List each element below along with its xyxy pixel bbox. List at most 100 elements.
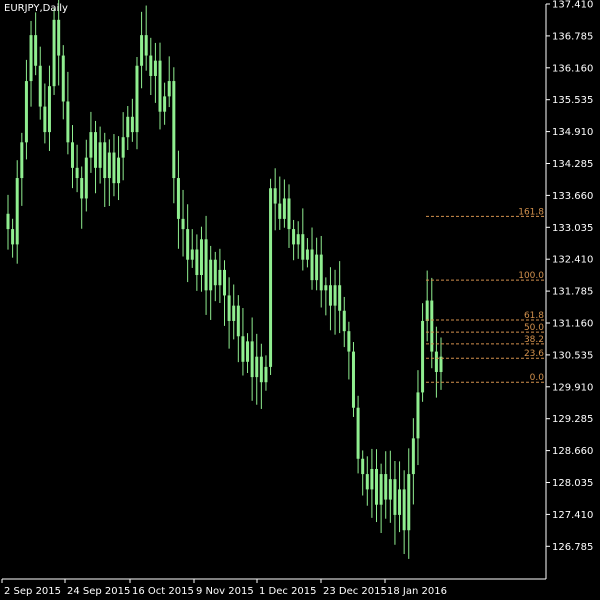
y-tick-label: 136.160 xyxy=(552,63,593,74)
candle xyxy=(388,450,392,523)
fib-level-label: 23.6 xyxy=(524,349,544,359)
y-tick-label: 133.035 xyxy=(552,223,593,234)
candle xyxy=(103,132,107,207)
candle xyxy=(66,71,70,155)
candle xyxy=(379,463,383,534)
fib-level[interactable]: 0.0 xyxy=(426,373,546,383)
x-tick-label: 1 Dec 2015 xyxy=(259,586,317,597)
candle xyxy=(421,303,425,402)
candle xyxy=(199,226,203,292)
fib-level[interactable]: 100.0 xyxy=(426,271,546,281)
candle xyxy=(232,284,236,340)
candle xyxy=(384,451,388,519)
candle xyxy=(319,235,323,308)
candle xyxy=(241,308,245,376)
candle xyxy=(47,65,51,151)
candle xyxy=(227,277,231,349)
candle xyxy=(255,333,259,405)
fib-level[interactable]: 161.8 xyxy=(426,207,546,217)
y-tick-label: 137.410 xyxy=(552,0,593,11)
y-tick-label: 127.410 xyxy=(552,510,593,521)
candle xyxy=(130,98,134,142)
candle xyxy=(167,56,171,108)
x-tick-label: 2 Sep 2015 xyxy=(4,586,61,597)
candle xyxy=(98,126,102,184)
candle xyxy=(292,219,296,261)
candle xyxy=(15,160,19,264)
candles-layer xyxy=(6,0,443,559)
candle xyxy=(278,176,282,230)
fibonacci-retracement[interactable]: 161.8 100.0 61.8 50.0 38.2 23.6 0.0 xyxy=(426,207,546,383)
candle xyxy=(351,342,355,417)
y-tick-label: 128.035 xyxy=(552,478,593,489)
fib-level-label: 100.0 xyxy=(518,271,544,281)
candle xyxy=(6,194,10,250)
fib-level-label: 50.0 xyxy=(524,323,544,333)
fib-level[interactable]: 23.6 xyxy=(426,349,546,359)
x-tick-label: 18 Jan 2016 xyxy=(387,586,447,597)
fib-level[interactable]: 61.8 xyxy=(426,311,546,321)
candle xyxy=(425,270,429,342)
candle xyxy=(84,139,88,212)
candle xyxy=(117,136,121,201)
candle xyxy=(347,321,351,380)
candle xyxy=(356,395,360,474)
y-tick-label: 135.535 xyxy=(552,95,593,106)
candle xyxy=(333,269,337,335)
y-tick-label: 126.785 xyxy=(552,542,593,553)
fib-level-label: 0.0 xyxy=(530,373,545,383)
candle xyxy=(144,5,148,71)
candle xyxy=(158,42,162,130)
candle xyxy=(94,120,98,194)
candle xyxy=(218,248,222,304)
candle xyxy=(328,267,332,331)
x-tick-label: 24 Sep 2015 xyxy=(67,586,130,597)
candle xyxy=(250,317,254,401)
candle xyxy=(282,179,286,228)
candle xyxy=(361,450,365,496)
y-tick-label: 129.910 xyxy=(552,382,593,393)
fib-level-label: 38.2 xyxy=(524,335,544,345)
candle xyxy=(70,125,74,189)
candle xyxy=(246,333,250,373)
candle xyxy=(153,42,157,103)
candle xyxy=(176,150,180,249)
x-tick-label: 9 Nov 2015 xyxy=(196,586,254,597)
fib-level[interactable]: 38.2 xyxy=(426,335,546,345)
candle xyxy=(20,132,24,206)
candle xyxy=(80,166,84,229)
candle xyxy=(236,295,240,363)
chart-title: EURJPY,Daily xyxy=(4,3,68,14)
candle xyxy=(172,67,176,204)
candle xyxy=(434,326,438,398)
x-tick-label: 23 Dec 2015 xyxy=(323,586,387,597)
candle xyxy=(342,296,346,348)
candle xyxy=(411,418,415,505)
candle xyxy=(135,57,139,150)
candle xyxy=(439,337,443,390)
fib-level[interactable]: 50.0 xyxy=(426,323,546,333)
candle xyxy=(315,237,319,291)
candle xyxy=(269,178,273,376)
candle xyxy=(195,234,199,291)
y-tick-label: 128.660 xyxy=(552,446,593,457)
candle xyxy=(264,355,268,391)
candle xyxy=(301,208,305,271)
candle xyxy=(126,106,130,151)
candle xyxy=(140,11,144,89)
candle xyxy=(375,449,379,523)
candle xyxy=(149,37,153,96)
candle xyxy=(89,111,93,173)
candle xyxy=(24,59,28,160)
fib-level-label: 61.8 xyxy=(524,311,544,321)
candle xyxy=(112,134,116,197)
candle xyxy=(430,277,434,369)
candle xyxy=(305,238,309,268)
candle xyxy=(186,204,190,283)
y-tick-label: 132.410 xyxy=(552,255,593,266)
candle xyxy=(38,46,42,120)
candle xyxy=(324,277,328,316)
candle xyxy=(213,251,217,302)
